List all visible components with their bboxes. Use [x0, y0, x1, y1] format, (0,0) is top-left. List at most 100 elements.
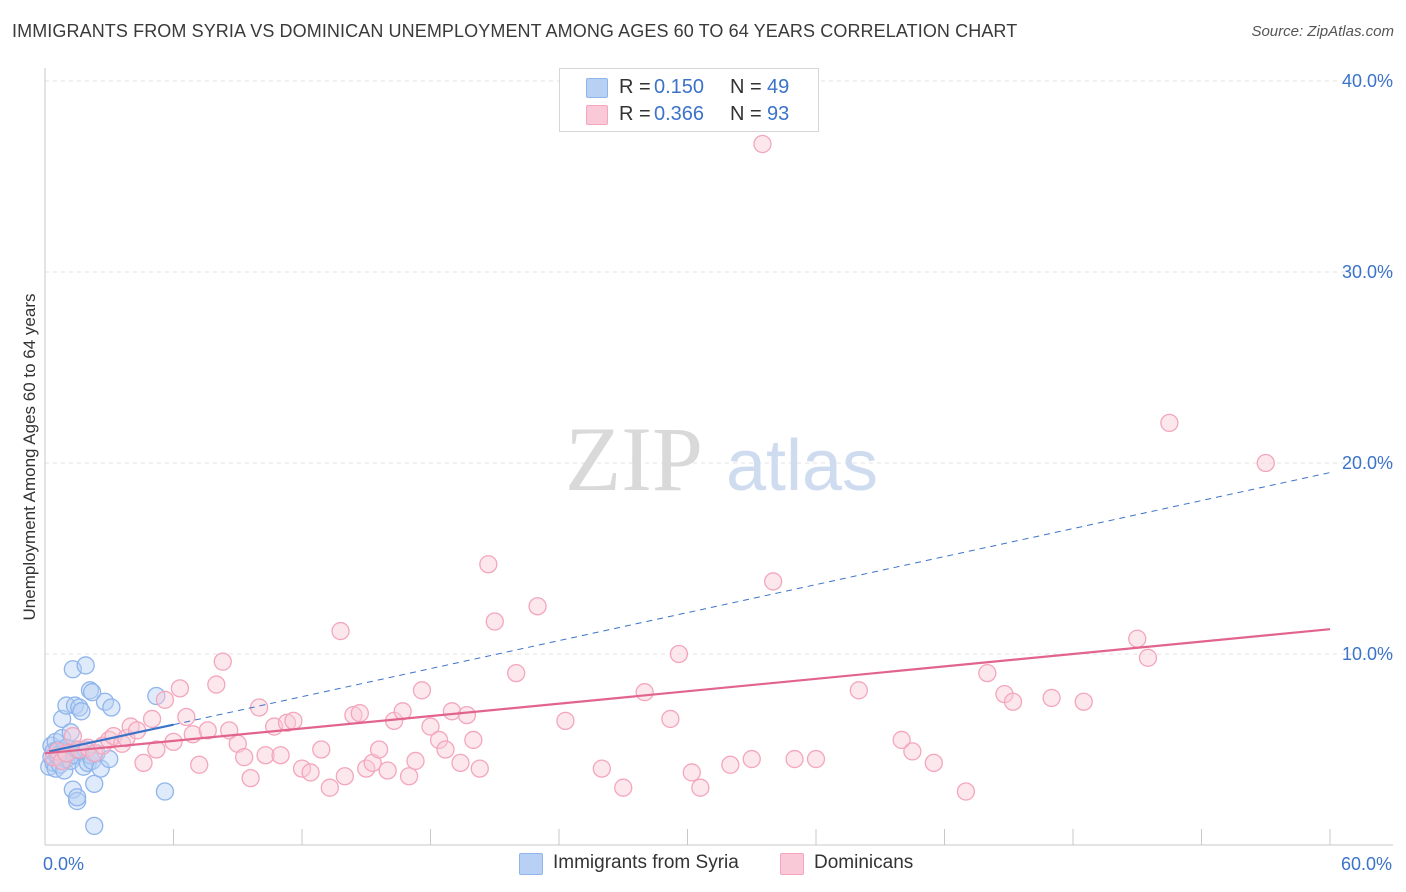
dominicans-point [464, 730, 483, 750]
dominicans-point [442, 702, 462, 721]
y-tick-label: 30.0% [1342, 262, 1393, 282]
dominicans-point [1138, 648, 1158, 667]
dominicans-point [924, 753, 943, 773]
dominicans-point [142, 709, 162, 729]
dominicans-point [369, 740, 389, 759]
dominicans-point [764, 572, 783, 591]
source-label: Source: ZipAtlas.com [1251, 23, 1394, 40]
dominicans-point [331, 621, 350, 641]
dominicans-point [198, 721, 217, 740]
dominicans-point [1256, 453, 1275, 473]
dominicans-legend-label: Dominicans [814, 852, 914, 873]
dominicans-point [785, 749, 804, 769]
syria-point [155, 782, 175, 801]
y-tick-label: 40.0% [1342, 71, 1393, 91]
syria-point [85, 816, 104, 836]
dominicans-point [661, 709, 680, 729]
dominicans-point [277, 713, 297, 732]
watermark-zip: ZIP [565, 408, 703, 510]
y-tick-label: 20.0% [1342, 453, 1393, 473]
dominicans-point [421, 717, 440, 736]
axis-layer [44, 68, 1393, 846]
dominicans-point [436, 740, 455, 759]
dominicans-point [235, 747, 254, 767]
dominicans-point [470, 759, 489, 778]
dominicans-point [406, 751, 425, 771]
dominicans-point [457, 705, 477, 725]
dominicans-point [635, 683, 654, 702]
dominicans-point [155, 690, 175, 709]
dominicans-point [753, 134, 772, 154]
dominicans-point [284, 711, 303, 730]
dominicans-point [412, 681, 432, 700]
syria-point [85, 774, 104, 794]
dominicans-point [134, 753, 153, 773]
n-value: 93 [767, 103, 790, 125]
r-label: R = [619, 103, 651, 125]
dominicans-point [399, 767, 419, 786]
dominicans-trend-line [44, 628, 1331, 755]
dominicans-point [213, 652, 232, 671]
dominicans-point [190, 755, 209, 774]
syria-point [72, 702, 91, 721]
syria-trend-line [49, 723, 174, 753]
dominicans-point [479, 555, 498, 574]
dominicans-point [1128, 629, 1147, 648]
dominicans-point [721, 755, 740, 774]
y-tick-label: 10.0% [1342, 644, 1393, 664]
syria-point [102, 698, 121, 717]
dominicans-point [378, 761, 397, 780]
dominicans-point [742, 749, 761, 769]
dominicans-point [170, 679, 190, 698]
dominicans-point [301, 763, 320, 782]
dominicans-point [350, 704, 369, 723]
syria-point [76, 656, 95, 675]
stats-legend: R = 0.150 N = 49 R = 0.366 N = 93 [559, 68, 819, 132]
dominicans-point [1160, 413, 1179, 433]
r-label: R = [619, 76, 651, 98]
dominicans-point [1042, 688, 1061, 708]
dominicans-point [271, 746, 290, 765]
dominicans-point [978, 663, 997, 683]
dominicans-point [956, 782, 976, 801]
syria-legend-swatch [519, 853, 543, 875]
n-label: N = [730, 103, 762, 125]
dominicans-point [312, 740, 331, 759]
dominicans-point [691, 778, 710, 797]
dominicans-point [806, 749, 826, 769]
trend-layer [44, 472, 1331, 755]
dominicans-point [556, 711, 575, 730]
syria-point [147, 686, 166, 706]
x-tick-label: 0.0% [43, 854, 84, 874]
dominicans-point [207, 675, 226, 694]
grid-layer [45, 80, 1393, 655]
dominicans-point [903, 742, 922, 761]
dominicans-legend-swatch [780, 853, 804, 875]
n-label: N = [730, 76, 762, 98]
tick-label-layer: 10.0% 20.0% 30.0% 40.0% 0.0% 60.0% [43, 71, 1393, 874]
r-value: 0.150 [654, 76, 705, 98]
dominicans-point [335, 767, 354, 786]
dominicans-swatch [586, 105, 608, 125]
dominicans-point [451, 753, 470, 773]
syria-trend-extension [173, 472, 1331, 726]
dominicans-point [669, 644, 689, 664]
dominicans-point [682, 763, 701, 782]
dominicans-point [256, 746, 275, 765]
x-tick-label: 60.0% [1341, 854, 1392, 874]
dominicans-point [485, 612, 504, 631]
dominicans-point [429, 730, 449, 750]
dominicans-point [849, 681, 868, 700]
dominicans-point [614, 778, 633, 797]
n-value: 49 [767, 76, 790, 98]
dominicans-point [892, 730, 911, 750]
dominicans-point [1074, 692, 1093, 711]
dominicans-point [177, 707, 196, 727]
dominicans-point [147, 740, 166, 759]
dominicans-point [507, 663, 526, 683]
dominicans-point [292, 759, 312, 778]
dominicans-point [241, 769, 260, 788]
syria-point [82, 683, 102, 702]
syria-legend-label: Immigrants from Syria [553, 852, 739, 873]
